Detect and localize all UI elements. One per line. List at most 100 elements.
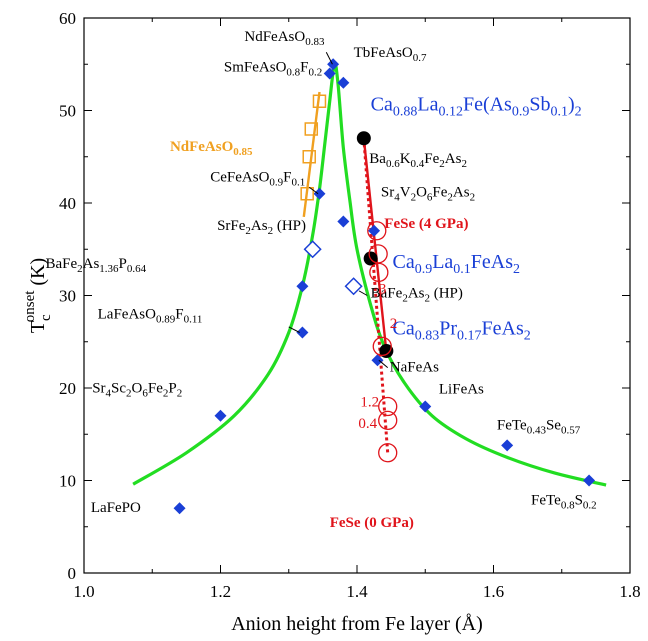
open-circle-point (378, 443, 398, 463)
annotation-part: 4 (106, 388, 112, 400)
annotation-part: 0.1 (453, 262, 471, 277)
y-tick-label: 0 (68, 564, 77, 583)
annotation-ndfeaso085: NdFeAsO0.85 (170, 139, 253, 158)
annotation-part: 0.57 (561, 425, 581, 437)
open-square-point (312, 94, 327, 108)
y-tick-label: 40 (59, 194, 76, 213)
annotation-srfe2as2hp: SrFe2As2 (HP) (217, 218, 306, 237)
annotation-part: 2 (524, 328, 531, 343)
annotation-fete043: FeTe0.43Se0.57 (497, 418, 581, 437)
black-circle-point (356, 131, 371, 146)
annotation-bafe2as136: BaFe2As1.36P0.64 (45, 256, 146, 275)
annotation-part: FeAs (482, 317, 524, 339)
annotation-bafe2as2hp: BaFe2As2 (HP) (371, 285, 463, 304)
open-square-point (302, 150, 316, 164)
annotation-part: FeAs (471, 251, 513, 273)
annotation-part: 0.8 (286, 67, 300, 79)
annotation-part: CeFeAsO (210, 170, 269, 186)
leader-line (325, 51, 333, 65)
annotation-part: As (83, 256, 100, 272)
open-circle-point (368, 244, 388, 264)
annotation-part: 0.7 (413, 52, 427, 64)
annotation-part: LiFeAs (439, 382, 484, 398)
x-tick-label: 1.8 (619, 582, 640, 601)
annotation-part: 2 (439, 158, 445, 170)
annotation-part: 0.8 (561, 500, 575, 512)
red-solid-line (362, 138, 388, 352)
y-axis-title-part: onset (22, 290, 38, 322)
annotation-part: P (168, 381, 176, 397)
annotation-part: 2 (447, 192, 453, 204)
filled-diamond-point (368, 224, 381, 237)
annotation-part: K (400, 151, 411, 167)
annotation-part: BaFe (371, 285, 403, 301)
annotation-part: As (445, 151, 462, 167)
annotation-part: FeTe (497, 418, 527, 434)
annotation-part: 2 (424, 292, 430, 304)
annotation-part: LaFeAsO (98, 307, 156, 323)
annotation-part: Fe (424, 151, 439, 167)
y-tick-label: 10 (59, 472, 76, 491)
annotation-part: (HP) (273, 218, 306, 234)
filled-diamond-point (173, 502, 186, 515)
annotation-ca083: Ca0.83Pr0.17FeAs2 (392, 317, 530, 343)
annotation-part: NaFeAs (390, 359, 439, 375)
x-tick-label: 1.2 (210, 582, 231, 601)
filled-diamond-point (371, 354, 384, 367)
leader-line (378, 359, 389, 369)
annotation-tbfeaso: TbFeAsO0.7 (354, 45, 427, 64)
annotation-part: S (575, 493, 583, 509)
annotation-part: 2 (411, 192, 417, 204)
black-circle-point (379, 344, 394, 358)
annotation-ca088: Ca0.88La0.12Fe(As0.9Sb0.1)2 (371, 94, 582, 120)
annotation-part: Fe (432, 185, 447, 201)
annotation-lafeaso: LaFeAsO0.89F0.11 (98, 307, 203, 326)
annotation-part: 0.2 (309, 67, 323, 79)
annotation-part: P (119, 256, 127, 272)
annotation-part: 2 (77, 263, 83, 275)
annotation-part: FeTe (531, 493, 561, 509)
leader-line (288, 326, 300, 333)
annotation-part: 1.36 (99, 263, 119, 275)
annotation-part: (HP) (430, 285, 463, 301)
annotation-part: 2 (126, 388, 132, 400)
annotation-fese4: FeSe (4 GPa) (384, 216, 468, 232)
annotation-part: 0.11 (184, 314, 203, 326)
open-square-point (300, 187, 314, 201)
annotation-smfeaso: SmFeAsO0.8F0.2 (224, 60, 322, 79)
annotation-lifeas: LiFeAs (439, 382, 484, 398)
annotation-part: SmFeAsO (224, 60, 287, 76)
y-tick-label: 30 (59, 287, 76, 306)
open-diamond-point (344, 277, 363, 296)
annotation-part: 0.17 (457, 328, 482, 343)
annotation-part: 0.1 (550, 105, 568, 120)
annotation-part: BaFe (45, 256, 77, 272)
y-axis-title-part: T (27, 321, 49, 333)
annotation-part: La (417, 94, 438, 116)
annotation-part: LaFePO (91, 500, 141, 516)
y-axis-title-part: (K) (27, 258, 49, 291)
filled-diamond-point (419, 400, 432, 413)
annotation-part: 2 (470, 192, 476, 204)
annotation-part: 2 (163, 388, 169, 400)
annotation-nd083: NdFeAsO0.83 (244, 29, 325, 48)
annotation-part: 6 (427, 192, 433, 204)
annotation-p04: 0.4 (358, 416, 377, 432)
annotation-part: 0.9 (512, 105, 530, 120)
annotation-part: 2 (402, 292, 408, 304)
annotation-part: SrFe (217, 218, 246, 234)
annotation-part: 0.9 (269, 177, 283, 189)
filled-diamond-point (323, 67, 336, 80)
filled-diamond-point (214, 409, 227, 422)
annotation-part: Ba (369, 151, 386, 167)
annotation-p2: 2 (390, 316, 398, 332)
annotation-part: 0.9 (415, 262, 433, 277)
annotation-fese0: FeSe (0 GPa) (330, 515, 414, 531)
annotation-part: O (132, 381, 143, 397)
annotation-part: 2 (461, 158, 467, 170)
x-tick-label: 1.0 (73, 582, 94, 601)
annotation-part: F (300, 60, 308, 76)
annotation-part: ) (568, 94, 575, 116)
annotation-part: As (251, 218, 268, 234)
